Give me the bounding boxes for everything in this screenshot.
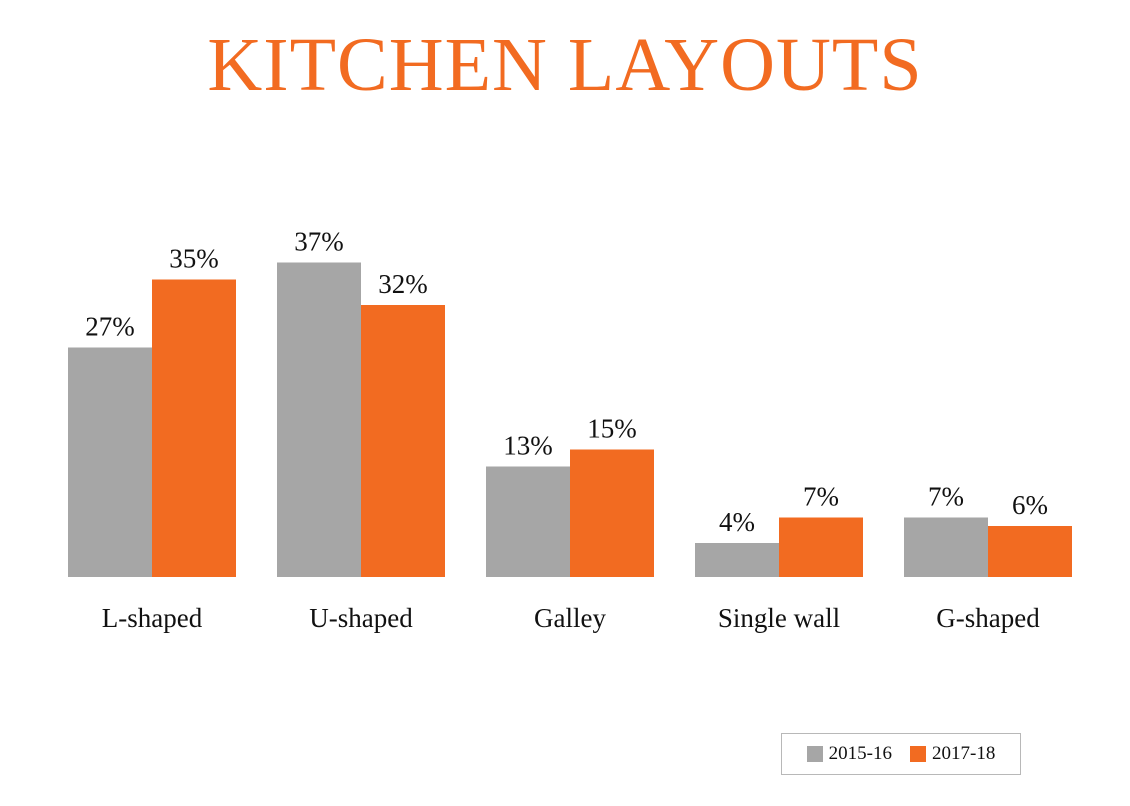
bar-u-shaped-2017-18	[361, 305, 445, 577]
data-label-single-wall-2017-18: 7%	[803, 482, 839, 512]
bar-g-shaped-2015-16	[904, 517, 988, 577]
bar-single-wall-2017-18	[779, 517, 863, 577]
chart-title: KITCHEN LAYOUTS	[207, 23, 923, 107]
bar-l-shaped-2017-18	[152, 279, 236, 577]
category-label-u-shaped: U-shaped	[309, 603, 413, 633]
legend-item-2015-16: 2015-16	[806, 743, 892, 765]
data-label-u-shaped-2015-16: 37%	[294, 227, 344, 257]
legend-label-2017-18: 2017-18	[932, 743, 996, 764]
data-label-l-shaped-2015-16: 27%	[85, 312, 135, 342]
data-label-u-shaped-2017-18: 32%	[378, 269, 428, 299]
bar-galley-2017-18	[570, 449, 654, 577]
data-label-l-shaped-2017-18: 35%	[169, 244, 219, 274]
bar-chart: 27% 35% L-shaped 37% 32% U-shaped 13% 15% Galley…	[68, 227, 1072, 633]
data-label-g-shaped-2015-16: 7%	[928, 482, 964, 512]
category-label-g-shaped: G-shaped	[936, 603, 1040, 633]
data-label-g-shaped-2017-18: 6%	[1012, 490, 1048, 520]
category-label-single-wall: Single wall	[718, 603, 840, 633]
bar-g-shaped-2017-18	[988, 526, 1072, 577]
data-label-single-wall-2015-16: 4%	[719, 507, 755, 537]
bar-u-shaped-2015-16	[277, 262, 361, 577]
category-label-galley: Galley	[534, 603, 606, 633]
category-label-l-shaped: L-shaped	[102, 603, 203, 633]
legend-swatch-2015-16	[806, 746, 823, 762]
legend-label-2015-16: 2015-16	[828, 743, 892, 764]
bar-l-shaped-2015-16	[68, 347, 152, 577]
legend-swatch-2017-18	[910, 746, 926, 762]
legend-item-2017-18: 2017-18	[910, 743, 995, 765]
bar-galley-2015-16	[486, 466, 570, 577]
legend: 2015-16 2017-18	[781, 733, 1021, 775]
bar-single-wall-2015-16	[695, 543, 779, 577]
data-label-galley-2017-18: 15%	[587, 414, 637, 444]
data-label-galley-2015-16: 13%	[503, 431, 553, 461]
